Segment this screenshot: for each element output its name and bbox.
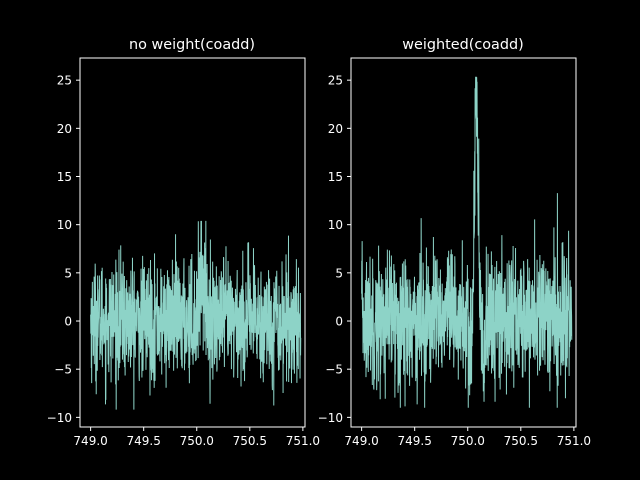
- x-tick-label: 749.0: [73, 434, 107, 448]
- y-tick-label: 0: [64, 315, 72, 329]
- series-line: [361, 76, 573, 408]
- series-line: [90, 220, 302, 410]
- axes-frame: [350, 57, 577, 428]
- x-tick-label: 749.0: [344, 434, 378, 448]
- y-tick-label: −5: [325, 363, 343, 377]
- axes-frame: [79, 57, 306, 428]
- x-tick-label: 751.0: [557, 434, 591, 448]
- plot-area-right: 749.0 749.5 750.0 750.5 751.0 −10 −5 0 5 10 15 20 25: [318, 57, 591, 448]
- x-tick-label: 750.5: [233, 434, 267, 448]
- x-tick-label: 750.0: [180, 434, 214, 448]
- y-tick-label: 10: [57, 218, 72, 232]
- x-tick-label: 749.5: [397, 434, 431, 448]
- chart-panel-right: weighted(coadd) 749.0 749.5 750.0 750.5 751.…: [318, 37, 591, 448]
- y-tick-label: 5: [335, 266, 343, 280]
- x-tick-label: 749.5: [126, 434, 160, 448]
- y-tick-label: −5: [54, 363, 72, 377]
- chart-panel-left: no weight(coadd) 749.0 749.5 750.0 750.5 751…: [47, 37, 320, 448]
- y-tick-label: 15: [328, 170, 343, 184]
- chart-title-left: no weight(coadd): [129, 37, 255, 53]
- x-tick-label: 750.0: [451, 434, 485, 448]
- y-tick-label: 20: [57, 122, 72, 136]
- x-tick-label: 751.0: [286, 434, 320, 448]
- chart-title-right: weighted(coadd): [402, 37, 524, 53]
- y-tick-label: 25: [57, 74, 72, 88]
- y-tick-label: 5: [64, 266, 72, 280]
- y-tick-label: 10: [328, 218, 343, 232]
- y-tick-label: 25: [328, 74, 343, 88]
- y-tick-label: 20: [328, 122, 343, 136]
- x-tick-label: 750.5: [504, 434, 538, 448]
- y-tick-label: 15: [57, 170, 72, 184]
- y-tick-label: 0: [335, 315, 343, 329]
- plot-area-left: 749.0 749.5 750.0 750.5 751.0 −10 −5 0 5 10 15 20 25: [47, 57, 320, 448]
- y-tick-label: −10: [318, 411, 343, 425]
- y-tick-label: −10: [47, 411, 72, 425]
